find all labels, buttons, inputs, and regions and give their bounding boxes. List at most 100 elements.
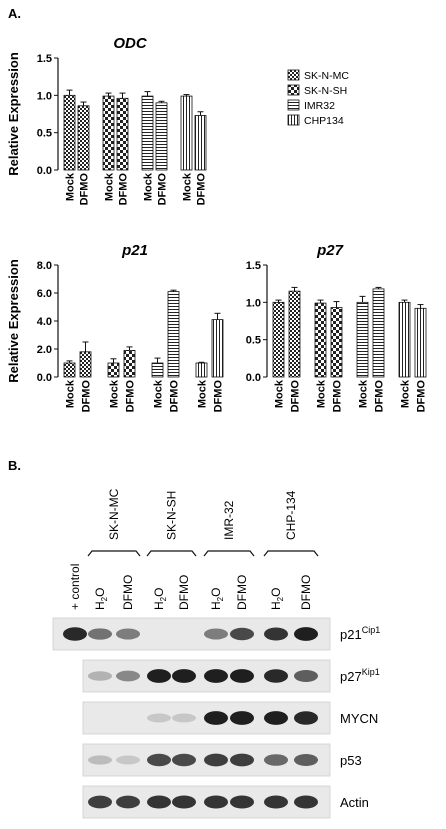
- y-tick-label: 1.0: [246, 297, 261, 309]
- blot-band: [147, 669, 171, 683]
- blot-bracket: [146, 550, 197, 557]
- legend-swatch: [287, 69, 300, 81]
- x-tick-label: DFMO: [157, 173, 169, 206]
- legend-swatch: [287, 99, 300, 111]
- blot-cell-line-label: SK-N-MC: [107, 488, 121, 540]
- blot-band: [116, 755, 140, 765]
- legend-label: SK-N-SH: [304, 85, 347, 97]
- y-tick-label: 4.0: [37, 316, 52, 328]
- blot-band: [204, 628, 228, 640]
- y-tick-label: 1.5: [246, 260, 261, 272]
- bar: [180, 95, 193, 171]
- bar: [414, 307, 427, 378]
- blot-band: [294, 795, 318, 809]
- y-tick-label: 2.0: [37, 344, 52, 356]
- y-tick-label: 0.0: [246, 372, 261, 384]
- blot-lane-label: DFMO: [177, 575, 191, 610]
- blot-bracket: [203, 550, 255, 557]
- x-tick-label: DFMO: [332, 380, 344, 413]
- x-tick-label: DFMO: [118, 173, 130, 206]
- blot-band: [147, 795, 171, 809]
- blot-row-label: MYCN: [340, 711, 378, 726]
- blot-band: [63, 627, 87, 641]
- blot-band: [172, 713, 196, 723]
- bar: [63, 362, 76, 378]
- y-tick-label: 8.0: [37, 260, 52, 272]
- x-tick-label: Mock: [182, 172, 194, 201]
- blot-band: [264, 795, 288, 809]
- legend-swatch: [287, 114, 300, 126]
- bar: [288, 290, 301, 378]
- blot-band: [88, 795, 112, 809]
- blot-lane-label: H2O: [209, 588, 225, 610]
- blot-band: [230, 795, 254, 809]
- x-tick-label: DFMO: [290, 380, 302, 413]
- blot-band: [230, 669, 254, 683]
- bar: [195, 362, 208, 378]
- x-tick-label: DFMO: [196, 173, 208, 206]
- blot-bracket: [87, 550, 141, 557]
- x-tick-label: Mock: [400, 379, 412, 408]
- blot-lane-label: DFMO: [235, 575, 249, 610]
- chart-title: p21: [121, 242, 148, 259]
- bar: [79, 351, 92, 378]
- p27-chart: p27 0.0 0.5 1.0 1.5 Mock DFMO Mock DFMO Mock DFMO M…: [246, 242, 428, 412]
- blot-band: [116, 795, 140, 809]
- bar: [272, 301, 285, 378]
- y-axis-label: Relative Expression: [6, 52, 21, 176]
- blot-band: [204, 753, 228, 767]
- x-tick-label: Mock: [104, 172, 116, 201]
- x-tick-label: Mock: [274, 379, 286, 408]
- blot-band: [264, 627, 288, 641]
- blot-cell-line-label: IMR-32: [222, 500, 236, 540]
- bar: [398, 301, 411, 378]
- bar: [314, 302, 327, 378]
- blot-lane-label: H2O: [269, 588, 285, 610]
- bar: [151, 362, 164, 378]
- bar: [167, 291, 180, 378]
- blot-band: [264, 711, 288, 725]
- blot-band: [147, 713, 171, 723]
- y-axis-label: Relative Expression: [6, 259, 21, 383]
- blot-band: [230, 711, 254, 725]
- chart-legend: SK-N-MC SK-N-SH IMR32 CHP134: [287, 69, 349, 127]
- blot-band: [172, 753, 196, 767]
- blot-bracket: [263, 550, 319, 557]
- blot-cell-line-label: CHP-134: [284, 490, 298, 540]
- legend-label: CHP134: [304, 115, 344, 127]
- bar: [107, 362, 120, 378]
- blot-row-label: p53: [340, 753, 362, 768]
- x-tick-label: DFMO: [213, 380, 225, 413]
- x-tick-label: Mock: [358, 379, 370, 408]
- x-tick-label: Mock: [197, 379, 209, 408]
- blot-band: [294, 670, 318, 682]
- y-tick-label: 1.5: [37, 53, 52, 65]
- y-tick-label: 0.5: [37, 128, 52, 140]
- bar: [194, 115, 207, 171]
- x-tick-label: Mock: [143, 172, 155, 201]
- chart-title: ODC: [113, 35, 148, 52]
- blot-band: [88, 755, 112, 765]
- y-tick-label: 0.5: [246, 335, 261, 347]
- blot-lane-label: DFMO: [121, 575, 135, 610]
- blot-lane-label: H2O: [93, 588, 109, 610]
- blot-row-label: p27Kip1: [340, 667, 380, 684]
- bar: [211, 319, 224, 378]
- blot-strip: [82, 701, 331, 735]
- blot-band: [116, 670, 140, 682]
- blot-lane-label: H2O: [152, 588, 168, 610]
- bar: [155, 102, 168, 171]
- blot-row-label: p21Cip1: [340, 625, 380, 642]
- x-tick-label: Mock: [316, 379, 328, 408]
- blot-band: [88, 671, 112, 681]
- blot-band: [294, 627, 318, 641]
- blot-band: [204, 711, 228, 725]
- bar: [372, 288, 385, 378]
- x-tick-label: Mock: [153, 379, 165, 408]
- y-tick-label: 0.0: [37, 372, 52, 384]
- western-blot: SK-N-MC SK-N-SH IMR-32 CHP-134 + control H2O D…: [52, 488, 380, 819]
- bar: [102, 95, 115, 171]
- y-tick-label: 0.0: [37, 165, 52, 177]
